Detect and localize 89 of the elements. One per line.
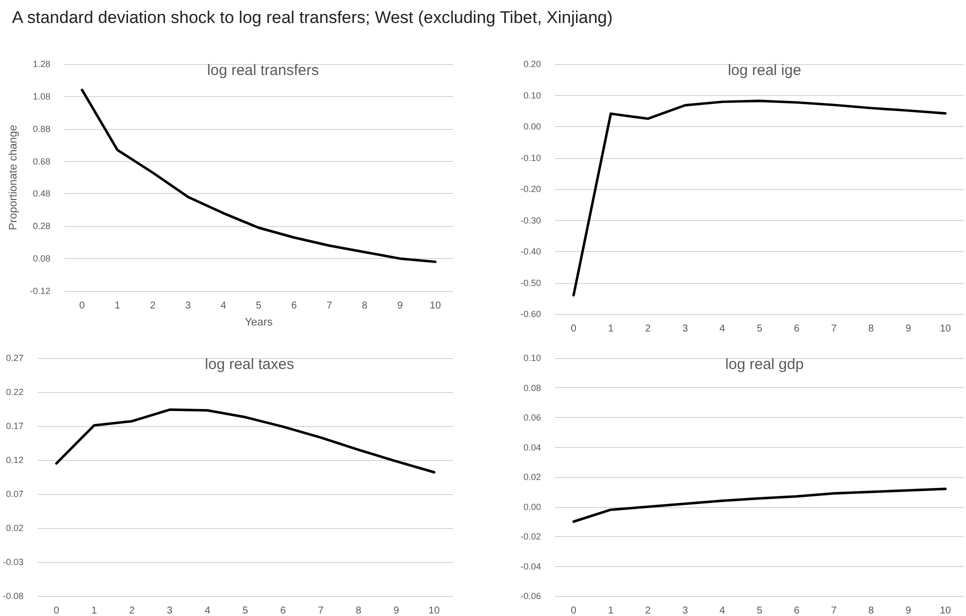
x-tick-label: 2 xyxy=(129,606,136,616)
y-tick-label: 0.68 xyxy=(32,156,50,166)
y-tick-label: 0.07 xyxy=(6,489,24,499)
y-tick-label: -0.30 xyxy=(520,215,541,226)
x-tick-label: 8 xyxy=(362,300,368,312)
y-tick-label: -0.40 xyxy=(520,246,541,256)
x-tick-label: 7 xyxy=(326,300,333,312)
chart-subtitle: log real transfers xyxy=(207,62,319,79)
x-tick-label: 10 xyxy=(940,324,952,334)
x-tick-label: 5 xyxy=(756,324,763,334)
x-tick-label: 6 xyxy=(794,324,800,334)
x-tick-label: 7 xyxy=(831,606,838,616)
y-tick-label: -0.03 xyxy=(3,557,24,567)
line-series xyxy=(572,488,947,523)
x-tick-label: 2 xyxy=(150,300,156,312)
y-tick-label: -0.04 xyxy=(520,561,541,572)
x-tick-label: 4 xyxy=(720,606,726,616)
line-series xyxy=(55,408,436,474)
x-tick-label: 8 xyxy=(868,606,874,616)
y-tick-label: 0.12 xyxy=(6,455,24,465)
y-tick-label: 0.08 xyxy=(32,254,50,264)
x-tick-label: 1 xyxy=(91,606,98,616)
y-tick-label: 0.08 xyxy=(523,382,541,393)
x-tick-label: 4 xyxy=(720,324,726,334)
y-tick-label: 1.08 xyxy=(32,91,50,102)
y-tick-label: 0.88 xyxy=(32,124,50,134)
y-tick-label: 0.02 xyxy=(523,472,541,482)
x-tick-label: 1 xyxy=(114,300,121,312)
y-tick-label: -0.08 xyxy=(3,591,24,601)
x-tick-label: 9 xyxy=(905,606,912,616)
x-tick-label: 10 xyxy=(430,300,442,312)
x-tick-label: 5 xyxy=(242,606,248,616)
y-tick-label: 1.28 xyxy=(32,59,50,69)
x-tick-label: 1 xyxy=(608,324,614,334)
y-tick-label: -0.10 xyxy=(520,152,541,163)
y-tick-label: 0.28 xyxy=(32,221,50,232)
x-tick-label: 0 xyxy=(54,606,60,616)
x-tick-label: 0 xyxy=(79,300,86,312)
y-tick-label: -0.06 xyxy=(520,591,541,601)
x-tick-label: 4 xyxy=(204,606,211,616)
y-tick-label: 0.20 xyxy=(523,59,541,69)
x-tick-label: 1 xyxy=(608,606,614,616)
x-tick-label: 4 xyxy=(220,300,227,312)
chart-subtitle: log real ige xyxy=(728,62,802,79)
x-tick-label: 7 xyxy=(831,324,838,334)
y-tick-label: -0.60 xyxy=(520,309,541,319)
x-tick-label: 2 xyxy=(645,324,652,334)
x-tick-label: 6 xyxy=(291,300,298,312)
x-tick-label: 10 xyxy=(940,606,952,616)
y-tick-label: -0.12 xyxy=(30,286,50,296)
y-tick-label: 0.17 xyxy=(6,421,24,431)
x-tick-label: 3 xyxy=(682,324,688,334)
x-tick-label: 10 xyxy=(428,606,440,616)
x-tick-label: 3 xyxy=(166,606,173,616)
y-tick-label: 0.04 xyxy=(523,442,541,452)
y-tick-label: 0.06 xyxy=(523,412,541,422)
x-tick-label: 6 xyxy=(794,606,800,616)
y-tick-label: 0.10 xyxy=(523,353,541,363)
chart-subtitle: log real gdp xyxy=(725,356,804,373)
x-tick-label: 0 xyxy=(570,324,577,334)
x-tick-label: 0 xyxy=(570,606,577,616)
y-tick-label: -0.02 xyxy=(520,532,541,542)
x-tick-label: 9 xyxy=(397,300,404,312)
x-tick-label: 3 xyxy=(185,300,192,312)
y-tick-label: 0.48 xyxy=(32,188,50,199)
line-series xyxy=(572,100,947,296)
y-tick-label: 0.02 xyxy=(6,523,24,533)
x-tick-label: 7 xyxy=(318,606,324,616)
x-tick-label: 9 xyxy=(394,606,400,616)
y-tick-label: 0.22 xyxy=(6,387,24,397)
x-tick-label: 5 xyxy=(756,606,763,616)
x-tick-label: 9 xyxy=(905,324,912,334)
chart-title: A standard deviation shock to log real transfers; West (excluding Tibet, Xinjiang) xyxy=(12,8,613,28)
x-tick-label: 6 xyxy=(280,606,286,616)
x-tick-label: 8 xyxy=(356,606,362,616)
x-tick-label: 2 xyxy=(645,606,652,616)
y-tick-label: 0.00 xyxy=(523,502,541,512)
x-axis-title: Years xyxy=(244,316,274,328)
y-tick-label: 0.10 xyxy=(523,90,541,100)
y-tick-label: 0.27 xyxy=(6,353,24,363)
y-tick-label: -0.50 xyxy=(520,278,541,288)
chart-subtitle: log real taxes xyxy=(204,356,294,373)
y-axis-title: Proportionate change xyxy=(8,124,20,230)
y-tick-label: -0.20 xyxy=(520,184,541,194)
x-tick-label: 3 xyxy=(682,606,688,616)
y-tick-label: 0.00 xyxy=(523,122,541,132)
line-series xyxy=(80,88,437,264)
x-tick-label: 5 xyxy=(256,300,262,312)
x-tick-label: 8 xyxy=(868,324,874,334)
